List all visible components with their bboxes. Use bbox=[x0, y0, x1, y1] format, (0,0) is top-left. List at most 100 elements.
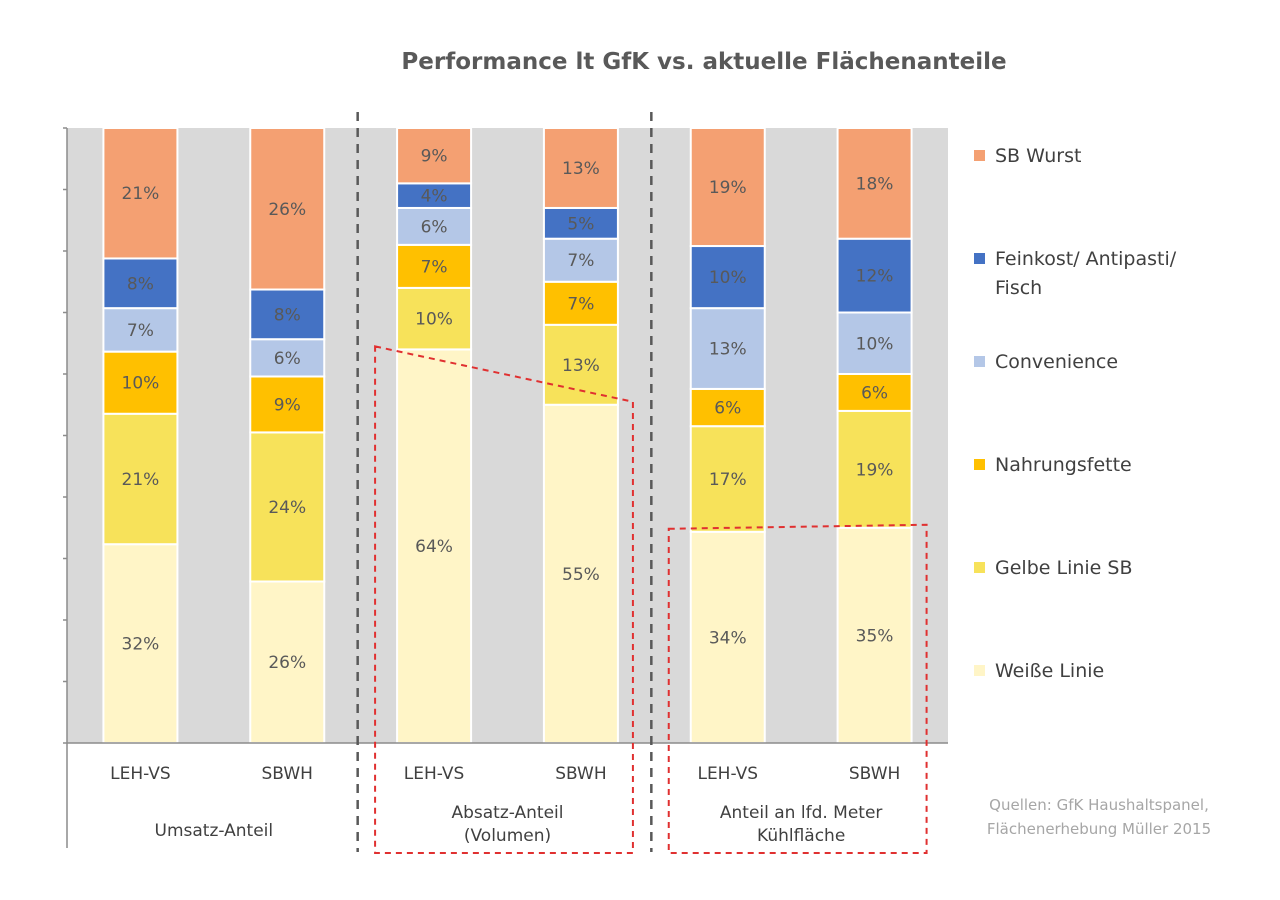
bar-segment bbox=[542, 280, 619, 326]
data-label: 10% bbox=[122, 374, 160, 394]
bar-segment bbox=[396, 206, 473, 246]
group-labels: Umsatz-Anteil Absatz-Anteil (Volumen) Antei… bbox=[155, 803, 883, 846]
legend-swatch bbox=[974, 356, 985, 367]
category-label: SBWH bbox=[262, 764, 313, 784]
bar-segment bbox=[102, 350, 179, 415]
data-label: 13% bbox=[562, 159, 600, 179]
category-labels: LEH-VS SBWH LEH-VS SBWH LEH-VS SBWH bbox=[110, 764, 900, 784]
group-label: Kühlfläche bbox=[757, 826, 845, 846]
bar-segment bbox=[689, 245, 766, 310]
data-label: 19% bbox=[856, 460, 894, 480]
data-label: 6% bbox=[274, 349, 301, 369]
plot-area bbox=[67, 128, 948, 743]
highlight-boxes bbox=[374, 345, 928, 854]
data-label: 26% bbox=[268, 200, 306, 220]
category-label: SBWH bbox=[849, 764, 900, 784]
data-label: 64% bbox=[415, 537, 453, 557]
data-label: 10% bbox=[856, 334, 894, 354]
data-label: 24% bbox=[268, 498, 306, 518]
bar-segment bbox=[249, 127, 326, 291]
data-label: 21% bbox=[122, 470, 160, 490]
bar-segment bbox=[249, 375, 326, 434]
group-label: Anteil an lfd. Meter bbox=[720, 803, 883, 823]
data-label: 32% bbox=[122, 635, 160, 655]
source-text: Quellen: GfK Haushaltspanel, bbox=[989, 796, 1209, 814]
bar-segment bbox=[396, 348, 473, 744]
data-label: 7% bbox=[421, 257, 448, 277]
bar-segment bbox=[542, 403, 619, 744]
highlight-box bbox=[667, 523, 928, 854]
group-label: Absatz-Anteil bbox=[451, 803, 563, 823]
data-label: 9% bbox=[274, 395, 301, 415]
data-label: 8% bbox=[274, 305, 301, 325]
group-label: (Volumen) bbox=[464, 826, 551, 846]
bar-segment bbox=[249, 338, 326, 378]
bar-segment bbox=[396, 127, 473, 185]
data-label: 8% bbox=[127, 274, 154, 294]
data-label: 7% bbox=[567, 294, 594, 314]
data-label: 10% bbox=[709, 268, 747, 288]
data-label: 13% bbox=[562, 356, 600, 376]
category-label: LEH-VS bbox=[110, 764, 171, 784]
data-label: 21% bbox=[122, 184, 160, 204]
legend-swatch bbox=[974, 459, 985, 470]
legend-swatch bbox=[974, 150, 985, 161]
data-label: 17% bbox=[709, 470, 747, 490]
data-label: 6% bbox=[714, 399, 741, 419]
data-label: 10% bbox=[415, 310, 453, 330]
category-label: SBWH bbox=[555, 764, 606, 784]
data-label: 19% bbox=[709, 178, 747, 198]
bar-segment bbox=[102, 543, 179, 744]
data-label: 4% bbox=[421, 187, 448, 207]
bars: 32% 21% 10% 7% 8% 21% 26% 24% 9% 6% 8% 26% 64% 10% 7% 6… bbox=[102, 127, 913, 745]
legend: SB Wurst Feinkost/ Antipasti/Fisch Conveni… bbox=[974, 145, 1177, 682]
bar-segment bbox=[836, 311, 913, 375]
bar-segment bbox=[102, 127, 179, 260]
data-label: 9% bbox=[421, 147, 448, 167]
bar-segment bbox=[689, 127, 766, 248]
chart-title: Performance lt GfK vs. aktuelle Flächena… bbox=[401, 49, 1006, 75]
bar-segment bbox=[836, 127, 913, 240]
legend-label: Weiße Linie bbox=[995, 660, 1104, 682]
category-label: LEH-VS bbox=[697, 764, 758, 784]
source-text: Flächenerhebung Müller 2015 bbox=[987, 820, 1211, 838]
bar-segment bbox=[396, 286, 473, 351]
data-label: 5% bbox=[567, 214, 594, 234]
data-label: 18% bbox=[856, 174, 894, 194]
plot-background bbox=[67, 128, 948, 743]
legend-label: Nahrungsfette bbox=[995, 454, 1132, 476]
bar-segment bbox=[542, 206, 619, 240]
bar-segment bbox=[689, 425, 766, 533]
group-label: Umsatz-Anteil bbox=[155, 821, 274, 841]
bar-segment bbox=[542, 237, 619, 283]
bar-segment bbox=[102, 257, 179, 310]
data-label: 6% bbox=[861, 383, 888, 403]
data-label: 35% bbox=[856, 626, 894, 646]
category-label: LEH-VS bbox=[404, 764, 465, 784]
bar-segment bbox=[836, 237, 913, 314]
bar-segment bbox=[396, 243, 473, 289]
legend-label: Convenience bbox=[995, 351, 1118, 373]
bar-segment bbox=[249, 288, 326, 341]
data-label: 7% bbox=[127, 321, 154, 341]
bar-segment bbox=[249, 580, 326, 745]
legend-swatch bbox=[974, 253, 985, 264]
legend-label: SB Wurst bbox=[995, 145, 1081, 167]
data-label: 12% bbox=[856, 267, 894, 287]
data-label: 34% bbox=[709, 628, 747, 648]
data-label: 13% bbox=[709, 340, 747, 360]
data-label: 7% bbox=[567, 251, 594, 271]
data-label: 6% bbox=[421, 217, 448, 237]
legend-label: Feinkost/ Antipasti/ bbox=[995, 248, 1177, 270]
axes bbox=[63, 112, 948, 852]
bar-segment bbox=[396, 182, 473, 209]
data-label: 55% bbox=[562, 565, 600, 585]
bar-segment bbox=[102, 412, 179, 546]
bar-segment bbox=[542, 127, 619, 209]
data-label: 26% bbox=[268, 653, 306, 673]
legend-swatch bbox=[974, 665, 985, 676]
source-note: Quellen: GfK Haushaltspanel, Flächenerheb… bbox=[987, 796, 1211, 838]
legend-label: Gelbe Linie SB bbox=[995, 557, 1133, 579]
legend-label: Fisch bbox=[995, 277, 1042, 299]
